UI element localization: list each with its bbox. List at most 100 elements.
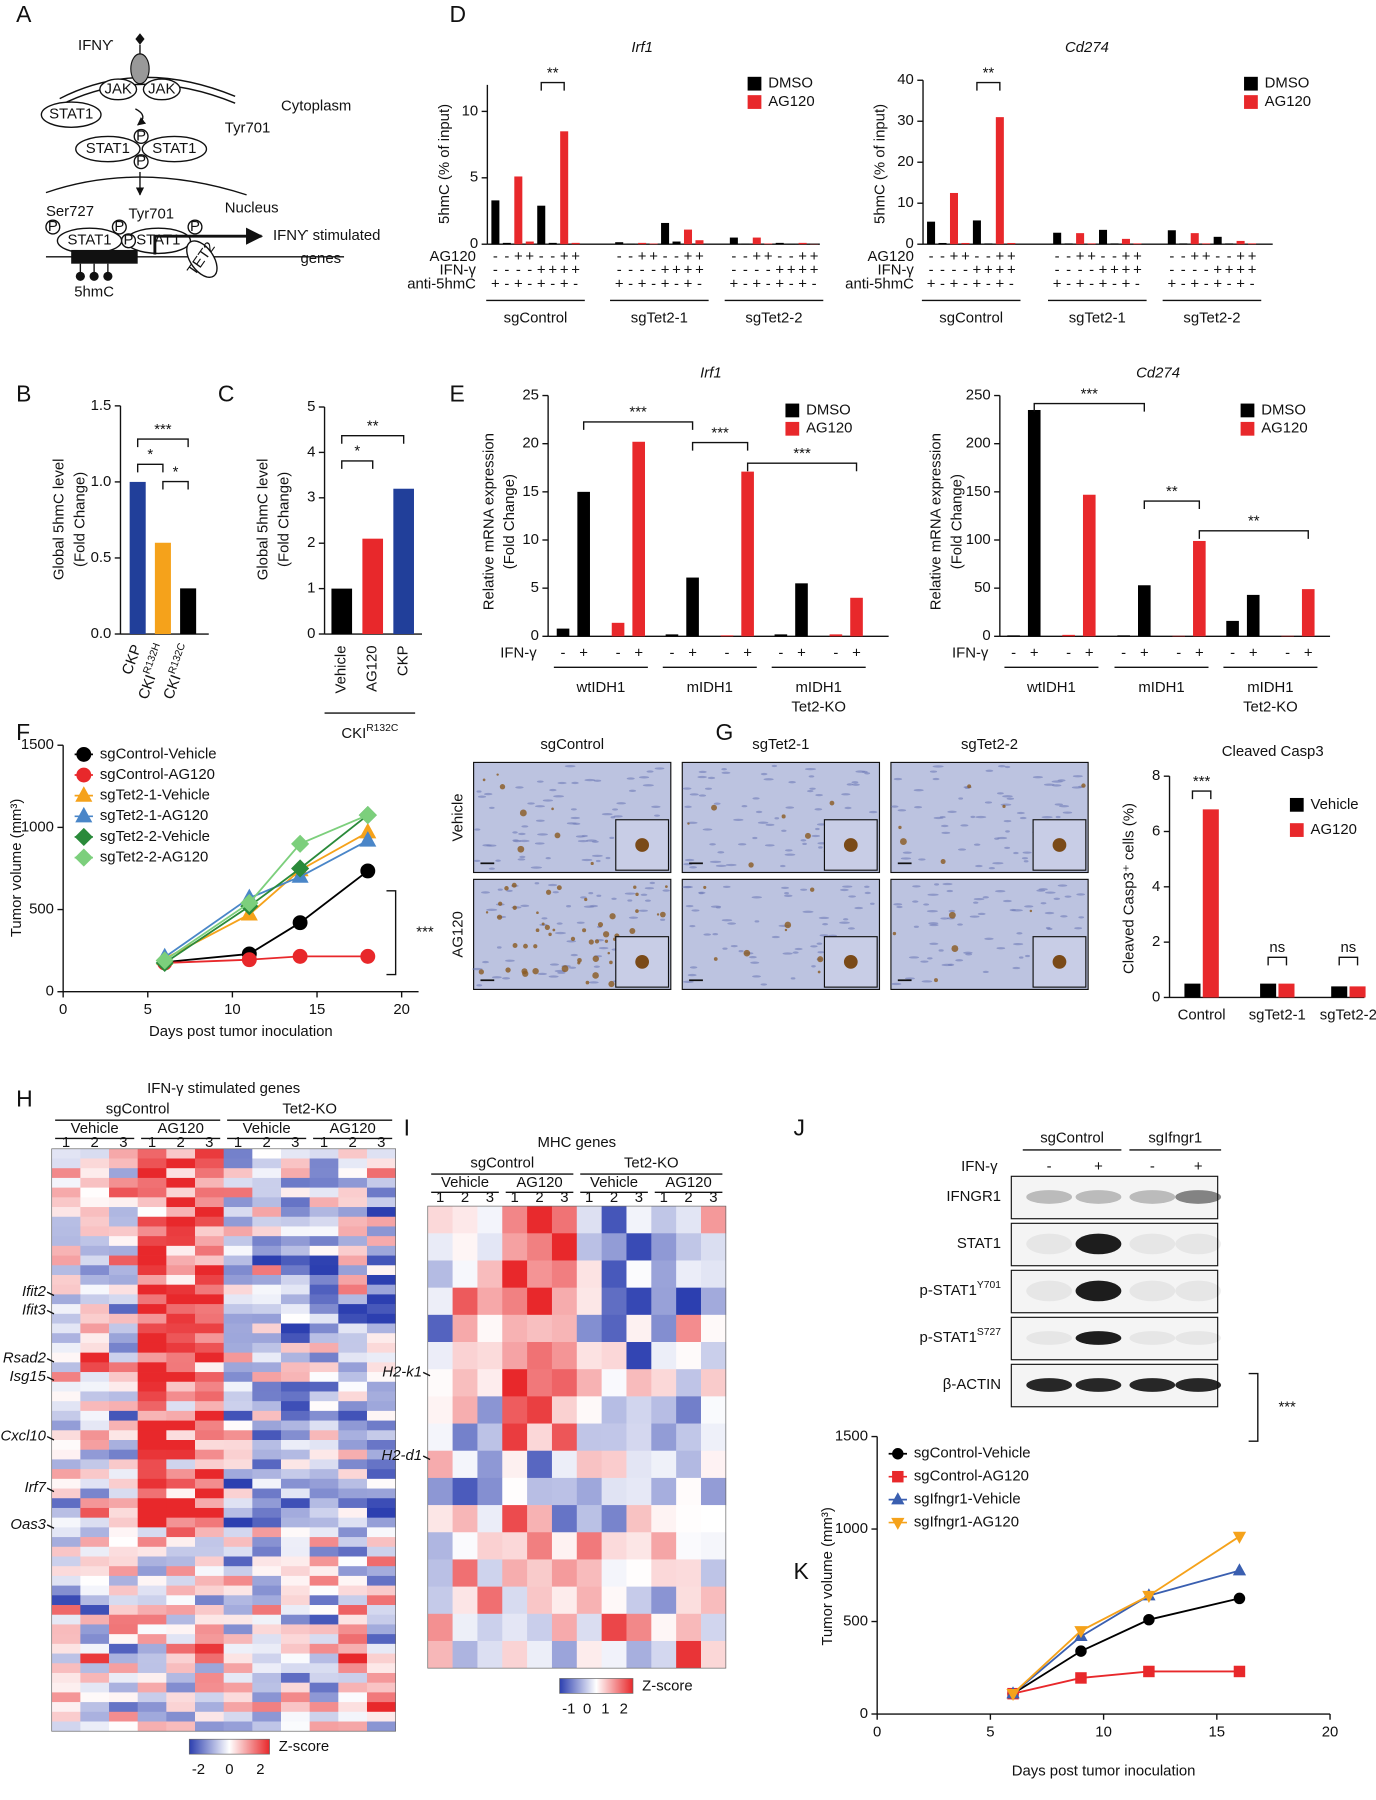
heatmap-cell [109,1342,139,1353]
nucleus-stain [651,805,661,808]
heatmap-cell [223,1440,253,1451]
nuclear-envelope [45,176,247,196]
heatmap-cell [338,1605,368,1616]
bar [514,176,523,245]
heatmap-cell [166,1168,196,1179]
heatmap-cell [109,1304,139,1315]
heatmap-cell [109,1605,139,1616]
condition-sign: - [1066,276,1071,292]
heatmap-cell [700,1423,727,1452]
heatmap-cell [195,1158,225,1169]
nucleus-stain [751,896,762,899]
stain-dot [951,945,959,953]
heatmap-cell [252,1478,282,1489]
heatmap-cell [338,1323,368,1334]
phospho [45,219,61,235]
heatmap-cell [166,1362,196,1373]
y-tick-label: 8 [1152,768,1160,784]
heatmap-cell [502,1477,528,1506]
nucleus-stain [654,767,665,770]
group-label: Tet2-KO [624,1156,679,1172]
heatmap-cell [626,1369,652,1397]
heatmap-cell [280,1575,310,1586]
heatmap-cell [309,1333,339,1344]
heatmap-cell [51,1352,81,1363]
nucleus-stain [975,864,983,868]
heatmap-cell [195,1410,225,1421]
heatmap-cell [195,1556,225,1567]
nucleus-stain [870,902,875,905]
blot-band [1175,1190,1222,1204]
heatmap-cell [551,1477,578,1506]
heatmap-cell [338,1265,368,1276]
heatmap-cell [109,1207,139,1218]
replicate-label: 2 [610,1190,618,1206]
nucleus-stain [960,824,969,827]
nucleus-stain [757,821,769,824]
stain-dot [594,939,600,944]
group-label-sup: R132C [366,723,399,734]
heatmap-cell [223,1517,253,1528]
heatmap-cell [452,1287,478,1316]
condition-sign: + [810,249,819,265]
heatmap-cell [223,1207,253,1218]
y-axis-label: Tumor volume (mm³) [9,799,25,937]
blot-band [1075,1331,1122,1345]
heatmap-cell [551,1640,578,1669]
nucleus-stain [496,946,502,949]
data-point [1006,1688,1020,1702]
heatmap-cell [195,1274,225,1286]
heatmap-cell [137,1333,167,1344]
heatmap-cell [338,1216,368,1227]
nucleus-stain [628,916,639,919]
treatment-label: AG120 [665,1175,711,1191]
heatmap-cell [280,1702,310,1713]
heatmap-cell [309,1614,339,1625]
stain-dot [1002,804,1006,809]
heatmap-cell [109,1148,139,1159]
heatmap-cell [223,1595,253,1606]
heatmap-cell [51,1672,81,1684]
nucleus-stain [537,833,549,836]
bar [1301,589,1315,637]
heatmap-cell [651,1586,677,1615]
nucleus-stain [918,858,926,861]
legend-label: sgTet2-1-AG120 [100,808,208,824]
heatmap-cell [651,1206,677,1234]
heatmap-cell [137,1546,167,1557]
heatmap-cell [80,1430,110,1441]
heatmap-cell [223,1692,253,1703]
heatmap-cell [252,1274,282,1286]
nucleus-stain [477,795,487,798]
condition-sign: - [573,276,578,292]
heatmap-cell [700,1314,727,1343]
bar [560,131,569,245]
legend-label: sgTet2-2-Vehicle [100,829,210,845]
heatmap-cell [309,1459,339,1470]
blot-band [1175,1378,1222,1392]
heatmap-cell [366,1566,396,1577]
group-label-main: CKI [341,726,366,742]
heatmap-cell [195,1478,225,1489]
y-axis-label: Relative mRNA expression [482,433,498,610]
replicate-label: 2 [535,1190,543,1206]
heatmap-cell [252,1566,282,1577]
bar [741,471,754,637]
heatmap-cell [137,1391,167,1402]
heatmap-cell [223,1216,253,1227]
heatmap-cell [51,1498,81,1509]
heatmap-cell [252,1469,282,1480]
treatment-label: Vehicle [243,1121,291,1137]
blot-band [1075,1280,1122,1302]
condition-sign: - [952,263,957,279]
heatmap-cell [51,1197,81,1208]
heatmap-cell [80,1197,110,1208]
heatmap-cell [109,1702,139,1713]
heatmap-cell [309,1352,339,1363]
x-tick-label: Control [1178,1008,1226,1024]
heatmap-cell [280,1643,310,1654]
heatmap-cell [195,1168,225,1179]
heatmap-cell [280,1614,310,1625]
nucleus-stain [644,887,655,890]
heatmap-cell [576,1559,602,1587]
